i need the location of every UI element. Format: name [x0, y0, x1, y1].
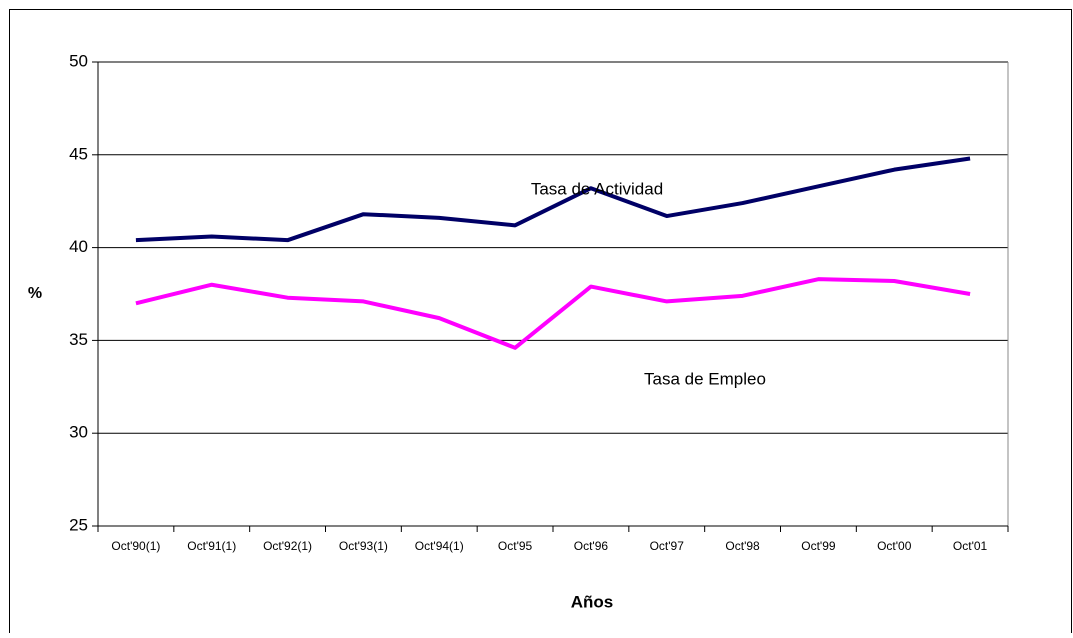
y-tick-label: 50 [69, 51, 88, 70]
y-tick-label: 45 [69, 144, 88, 163]
y-tick-label: 35 [69, 330, 88, 349]
x-tick-label: Oct'96 [574, 539, 609, 553]
x-tick-label: Oct'91(1) [187, 539, 236, 553]
y-axis-label: % [28, 285, 42, 302]
x-tick-label: Oct'90(1) [111, 539, 160, 553]
chart-frame [9, 9, 1072, 638]
x-tick-label: Oct'97 [650, 539, 685, 553]
y-tick-label: 30 [69, 423, 88, 442]
series-line [135, 156, 971, 243]
x-axis-label: Años [571, 592, 614, 611]
x-tick-label: Oct'01 [953, 539, 988, 553]
series-label: Tasa de Empleo [644, 369, 766, 388]
series-label: Tasa de Actividad [531, 179, 663, 198]
series-line [135, 277, 971, 350]
x-tick-label: Oct'98 [725, 539, 760, 553]
y-tick-label: 40 [69, 237, 88, 256]
x-tick-label: Oct'93(1) [339, 539, 388, 553]
y-tick-label: 25 [69, 515, 88, 534]
x-tick-label: Oct'95 [498, 539, 533, 553]
x-tick-label: Oct'99 [801, 539, 836, 553]
x-tick-label: Oct'92(1) [263, 539, 312, 553]
x-tick-label: Oct'00 [877, 539, 912, 553]
x-tick-label: Oct'94(1) [415, 539, 464, 553]
